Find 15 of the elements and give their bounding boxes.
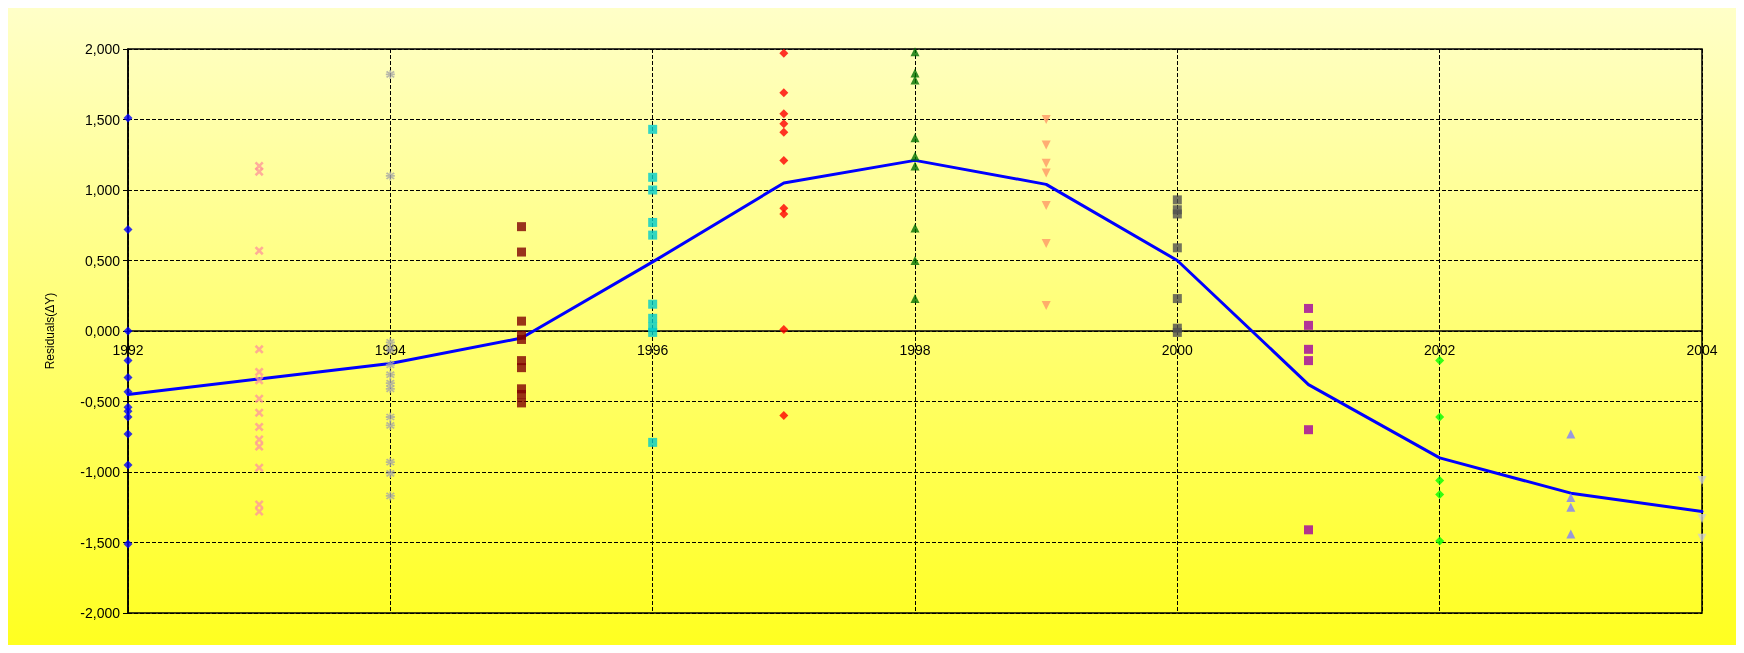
y-axis-title: Residuals(ΔY) [43,292,57,370]
y-tick-label: -2,000 [80,605,121,621]
y-tick-label: 0,000 [84,323,121,339]
x-tick-label: 2000 [1161,342,1194,358]
x-tick-label: 2002 [1424,342,1456,358]
x-tick-label: 1998 [899,342,931,358]
y-tick-label: 2,000 [84,41,121,57]
y-tick-label: 1,000 [84,182,121,198]
x-tick-label: 1996 [637,342,669,358]
y-tick-label: -0,500 [80,393,121,410]
y-tick-label: 0,500 [84,252,121,269]
x-tick-label: 1994 [374,342,407,358]
y-tick-label: 1,500 [84,111,121,128]
y-tick-label: -1,500 [80,534,121,551]
y-tick-label: -1,000 [80,464,121,480]
